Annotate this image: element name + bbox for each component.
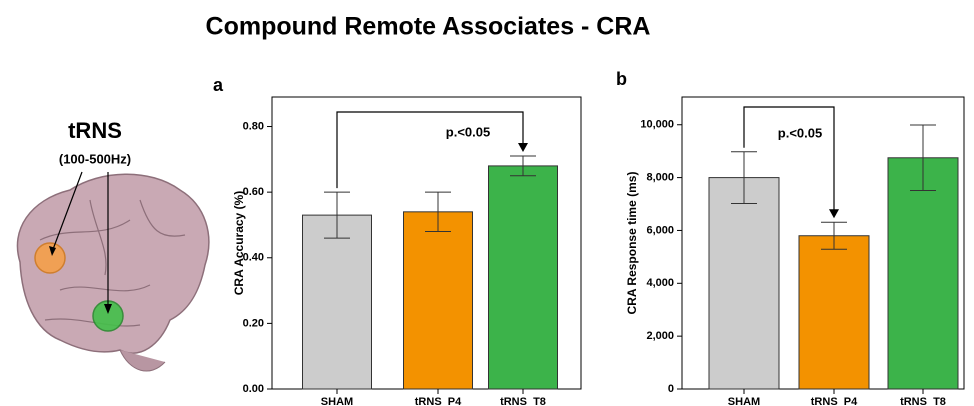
bar <box>799 236 869 389</box>
y-tick-label: 10,000 <box>640 119 674 131</box>
bar <box>489 166 558 389</box>
arrow-head <box>518 143 528 152</box>
brain-sublabel: (100-500Hz) <box>59 151 131 166</box>
brain-label: tRNS <box>68 118 122 143</box>
y-tick-label: 0.20 <box>243 317 264 329</box>
y-tick-label: 4,000 <box>646 277 674 289</box>
x-tick-label: tRNS P4 <box>811 396 858 406</box>
brain-illustration: tRNS (100-500Hz) <box>17 118 208 371</box>
bar <box>888 158 958 389</box>
x-tick-label: tRNS T8 <box>500 396 546 406</box>
y-axis-title: CRA Accuracy (%) <box>232 191 246 295</box>
x-tick-label: tRNS P4 <box>415 396 462 406</box>
y-tick-label: 0.60 <box>243 186 264 198</box>
panel-label: b <box>616 69 627 89</box>
annotation: p.<0.05 <box>446 124 490 139</box>
panel-label: a <box>213 75 224 95</box>
y-tick-label: 0.00 <box>243 383 264 395</box>
y-axis-title: CRA Response time (ms) <box>625 172 639 315</box>
y-tick-label: 2,000 <box>646 330 674 342</box>
bar <box>404 212 473 389</box>
y-tick-label: 8,000 <box>646 172 674 184</box>
y-tick-label: 6,000 <box>646 224 674 236</box>
brain-stem <box>120 350 165 371</box>
x-tick-label: SHAM <box>321 396 353 406</box>
arrow-head <box>829 209 839 218</box>
bar <box>303 215 372 389</box>
annotation: p.<0.05 <box>778 125 822 140</box>
x-tick-label: tRNS T8 <box>900 396 946 406</box>
y-tick-label: 0 <box>668 383 674 395</box>
x-tick-label: SHAM <box>728 396 760 406</box>
figure: Compound Remote Associates - CRA tRNS (1… <box>0 0 974 406</box>
figure-title: Compound Remote Associates - CRA <box>206 13 651 41</box>
y-tick-label: 0.80 <box>243 120 264 132</box>
bar <box>709 178 779 389</box>
y-tick-label: 0.40 <box>243 252 264 264</box>
